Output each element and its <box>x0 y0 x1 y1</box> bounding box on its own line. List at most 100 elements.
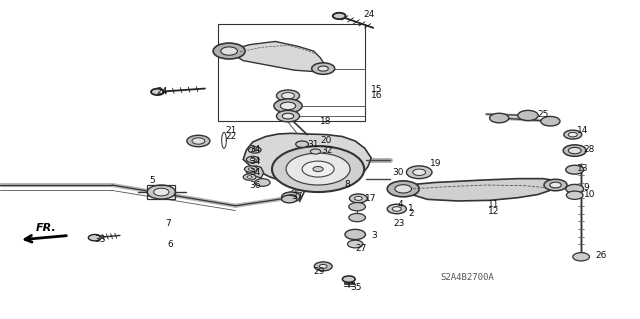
Circle shape <box>287 195 296 199</box>
Circle shape <box>349 194 367 203</box>
Circle shape <box>573 253 589 261</box>
Text: 24: 24 <box>157 87 168 96</box>
Text: 30: 30 <box>392 168 404 177</box>
Circle shape <box>252 149 257 151</box>
Circle shape <box>314 262 332 271</box>
Text: 6: 6 <box>168 240 173 249</box>
Circle shape <box>244 166 257 172</box>
Circle shape <box>318 66 328 71</box>
Text: 23: 23 <box>394 219 405 228</box>
Circle shape <box>490 113 509 123</box>
Text: 18: 18 <box>320 117 332 126</box>
Circle shape <box>282 93 294 99</box>
Text: 2: 2 <box>408 209 414 218</box>
Circle shape <box>312 63 335 74</box>
Circle shape <box>302 161 334 177</box>
Circle shape <box>406 166 432 179</box>
Circle shape <box>187 135 210 147</box>
Text: 7: 7 <box>165 219 171 228</box>
Polygon shape <box>400 179 557 201</box>
Bar <box>218 24 365 121</box>
Text: 5: 5 <box>150 176 156 185</box>
Text: 34: 34 <box>250 168 261 177</box>
Text: 16: 16 <box>371 91 383 100</box>
Circle shape <box>566 191 583 199</box>
Polygon shape <box>314 171 355 183</box>
Text: 19: 19 <box>430 159 442 168</box>
Circle shape <box>355 197 362 200</box>
Circle shape <box>568 132 577 137</box>
Circle shape <box>247 176 252 178</box>
Text: 36: 36 <box>250 181 261 189</box>
Text: 34: 34 <box>250 157 261 166</box>
Text: 34: 34 <box>250 145 261 154</box>
Circle shape <box>568 147 581 154</box>
Circle shape <box>221 47 237 55</box>
Circle shape <box>387 181 419 197</box>
Text: 31: 31 <box>307 140 319 149</box>
Circle shape <box>348 240 363 248</box>
Text: 4: 4 <box>397 200 403 209</box>
Circle shape <box>563 145 586 156</box>
Circle shape <box>246 156 259 163</box>
Circle shape <box>392 207 401 211</box>
Circle shape <box>280 102 296 110</box>
Text: 29: 29 <box>314 267 325 276</box>
Circle shape <box>564 130 582 139</box>
Circle shape <box>213 43 245 59</box>
Text: 20: 20 <box>320 136 332 145</box>
Text: FR.: FR. <box>36 223 56 233</box>
Circle shape <box>387 204 406 214</box>
Text: 13: 13 <box>577 164 589 173</box>
Circle shape <box>248 147 261 153</box>
Text: 8: 8 <box>344 180 350 189</box>
Circle shape <box>342 276 355 282</box>
Text: 11: 11 <box>488 200 499 209</box>
Circle shape <box>566 165 584 174</box>
Polygon shape <box>227 41 326 72</box>
Circle shape <box>147 185 175 199</box>
Text: 3: 3 <box>371 231 377 240</box>
Text: 22: 22 <box>225 132 237 141</box>
Text: 14: 14 <box>577 126 589 135</box>
Text: 15: 15 <box>371 85 383 94</box>
Circle shape <box>272 146 364 192</box>
Text: 9: 9 <box>584 183 589 192</box>
Circle shape <box>243 174 256 180</box>
Circle shape <box>250 158 255 161</box>
Circle shape <box>413 169 426 175</box>
Circle shape <box>313 167 323 172</box>
Circle shape <box>282 113 294 119</box>
Circle shape <box>88 234 101 241</box>
Text: 10: 10 <box>584 190 595 199</box>
Polygon shape <box>243 133 371 188</box>
Circle shape <box>395 185 412 193</box>
Circle shape <box>349 203 365 211</box>
Circle shape <box>566 184 584 193</box>
Circle shape <box>282 195 297 203</box>
Circle shape <box>151 89 164 95</box>
Circle shape <box>248 168 253 170</box>
Text: 28: 28 <box>584 145 595 154</box>
Circle shape <box>550 182 561 188</box>
Circle shape <box>276 110 300 122</box>
Circle shape <box>345 229 365 240</box>
Circle shape <box>518 110 538 121</box>
Text: 1: 1 <box>408 204 414 213</box>
Text: 21: 21 <box>225 126 237 135</box>
Circle shape <box>333 13 346 19</box>
Text: 17: 17 <box>365 194 376 203</box>
Polygon shape <box>246 166 264 178</box>
Circle shape <box>319 264 327 268</box>
Circle shape <box>276 90 300 101</box>
Circle shape <box>255 179 270 186</box>
Circle shape <box>544 179 567 191</box>
Text: 26: 26 <box>595 251 607 260</box>
Bar <box>147 185 175 199</box>
Circle shape <box>296 141 308 147</box>
Circle shape <box>274 99 302 113</box>
Circle shape <box>310 149 321 154</box>
Text: 37: 37 <box>291 192 303 201</box>
Circle shape <box>154 188 169 196</box>
Text: 27: 27 <box>355 244 367 253</box>
